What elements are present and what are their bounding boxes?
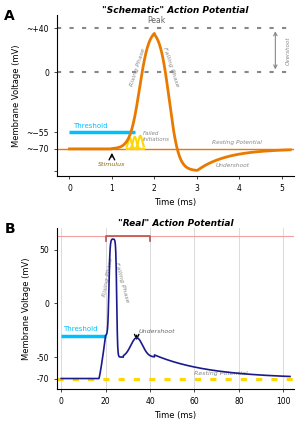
- Text: B: B: [4, 222, 15, 236]
- Text: Undershoot: Undershoot: [216, 163, 250, 168]
- Text: Falling Phase: Falling Phase: [115, 261, 130, 302]
- Text: Stimulus: Stimulus: [98, 162, 126, 167]
- Text: Threshold: Threshold: [63, 326, 98, 332]
- Text: Overshoot: Overshoot: [286, 36, 291, 65]
- Text: Rising Phase: Rising Phase: [102, 256, 114, 296]
- Text: A: A: [4, 9, 15, 23]
- X-axis label: Time (ms): Time (ms): [154, 199, 196, 207]
- X-axis label: Time (ms): Time (ms): [154, 412, 196, 420]
- Text: Peak: Peak: [147, 16, 166, 25]
- Text: Undershoot: Undershoot: [139, 329, 176, 334]
- Text: Resting Potential: Resting Potential: [212, 140, 262, 145]
- Text: Rising Phase: Rising Phase: [129, 47, 146, 86]
- Text: Falling Phase: Falling Phase: [162, 46, 179, 87]
- Text: Resting Potential: Resting Potential: [194, 371, 248, 376]
- Title: "Real" Action Potential: "Real" Action Potential: [118, 219, 233, 227]
- Text: Failed
Initiations: Failed Initiations: [142, 132, 170, 142]
- Y-axis label: Membrane Voltage (mV): Membrane Voltage (mV): [22, 258, 31, 360]
- Text: Threshold: Threshold: [73, 123, 107, 129]
- Title: "Schematic" Action Potential: "Schematic" Action Potential: [102, 6, 249, 14]
- Y-axis label: Membrane Voltage (mV): Membrane Voltage (mV): [12, 45, 21, 147]
